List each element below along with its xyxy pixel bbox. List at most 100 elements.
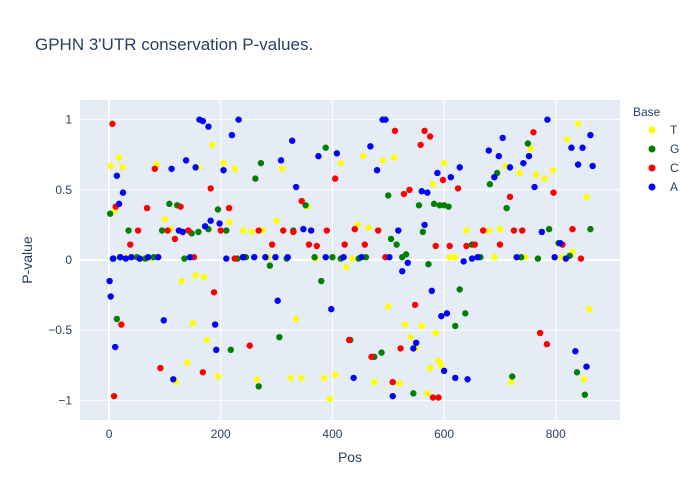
data-point[interactable] — [440, 367, 448, 375]
data-point[interactable] — [239, 227, 247, 234]
data-point[interactable] — [426, 133, 434, 140]
data-point[interactable] — [499, 134, 506, 142]
data-point[interactable] — [373, 166, 381, 174]
data-point[interactable] — [298, 197, 305, 205]
data-point[interactable] — [391, 127, 399, 135]
data-point[interactable] — [225, 204, 233, 212]
data-point[interactable] — [572, 348, 579, 355]
data-point[interactable] — [115, 154, 123, 161]
data-point[interactable] — [382, 116, 389, 123]
data-point[interactable] — [491, 173, 498, 181]
data-point[interactable] — [440, 159, 448, 167]
data-point[interactable] — [586, 305, 593, 313]
data-point[interactable] — [424, 390, 431, 397]
data-point[interactable] — [134, 227, 142, 234]
data-point[interactable] — [107, 162, 114, 170]
data-point[interactable] — [122, 255, 129, 262]
data-point[interactable] — [315, 152, 322, 160]
data-point[interactable] — [184, 359, 191, 366]
data-point[interactable] — [216, 220, 223, 227]
data-point[interactable] — [549, 166, 557, 174]
data-point[interactable] — [181, 255, 188, 262]
data-point[interactable] — [438, 312, 445, 320]
data-point[interactable] — [517, 253, 525, 261]
data-point[interactable] — [456, 286, 463, 293]
data-point[interactable] — [417, 141, 424, 149]
data-point[interactable] — [110, 392, 118, 400]
data-point[interactable] — [510, 227, 518, 234]
data-point[interactable] — [368, 353, 375, 361]
data-point[interactable] — [447, 173, 454, 181]
data-point[interactable] — [231, 165, 238, 172]
data-point[interactable] — [276, 333, 283, 341]
data-point[interactable] — [128, 253, 135, 261]
data-point[interactable] — [322, 253, 329, 261]
data-point[interactable] — [168, 165, 175, 172]
data-point[interactable] — [235, 116, 242, 123]
data-point[interactable] — [214, 206, 222, 213]
data-point[interactable] — [385, 303, 392, 310]
data-point[interactable] — [421, 221, 428, 229]
data-point[interactable] — [474, 253, 481, 261]
data-point[interactable] — [574, 120, 582, 128]
data-point[interactable] — [302, 202, 309, 209]
data-point[interactable] — [415, 202, 423, 209]
data-point[interactable] — [203, 336, 210, 344]
data-point[interactable] — [538, 228, 546, 236]
data-point[interactable] — [471, 241, 479, 248]
legend-item-T[interactable]: T — [648, 123, 679, 137]
data-point[interactable] — [185, 227, 192, 234]
data-point[interactable] — [329, 253, 336, 261]
data-point[interactable] — [205, 123, 212, 130]
data-point[interactable] — [192, 164, 199, 171]
data-point[interactable] — [429, 181, 437, 188]
data-point[interactable] — [143, 204, 151, 212]
data-point[interactable] — [332, 371, 339, 379]
data-point[interactable] — [118, 321, 125, 328]
data-point[interactable] — [541, 175, 548, 182]
data-point[interactable] — [151, 165, 159, 172]
data-point[interactable] — [452, 253, 459, 261]
data-point[interactable] — [345, 336, 353, 344]
data-point[interactable] — [166, 200, 173, 208]
data-point[interactable] — [340, 253, 347, 261]
data-point[interactable] — [496, 241, 504, 248]
data-point[interactable] — [326, 395, 333, 403]
data-point[interactable] — [406, 186, 413, 194]
data-point[interactable] — [551, 253, 558, 261]
data-point[interactable] — [164, 227, 171, 234]
data-point[interactable] — [583, 363, 590, 370]
data-point[interactable] — [367, 143, 374, 150]
data-point[interactable] — [395, 227, 402, 234]
data-point[interactable] — [404, 259, 411, 267]
data-point[interactable] — [387, 235, 395, 243]
data-point[interactable] — [520, 159, 527, 167]
data-point[interactable] — [589, 162, 596, 170]
data-point[interactable] — [318, 277, 325, 285]
data-point[interactable] — [231, 255, 238, 262]
data-point[interactable] — [519, 227, 526, 234]
data-point[interactable] — [412, 339, 420, 347]
data-point[interactable] — [115, 200, 123, 208]
data-point[interactable] — [454, 185, 462, 192]
data-point[interactable] — [161, 216, 169, 223]
data-point[interactable] — [581, 391, 589, 398]
data-point[interactable] — [209, 141, 216, 149]
data-point[interactable] — [389, 392, 396, 400]
data-point[interactable] — [189, 319, 197, 327]
data-point[interactable] — [435, 394, 442, 401]
data-point[interactable] — [378, 349, 385, 356]
data-point[interactable] — [443, 310, 451, 317]
data-point[interactable] — [375, 227, 382, 234]
data-point[interactable] — [214, 373, 222, 380]
data-point[interactable] — [253, 376, 261, 383]
data-point[interactable] — [274, 297, 281, 304]
data-point[interactable] — [359, 152, 367, 160]
data-point[interactable] — [418, 188, 425, 195]
data-point[interactable] — [573, 369, 581, 376]
data-point[interactable] — [117, 253, 124, 261]
data-point[interactable] — [424, 189, 431, 196]
data-point[interactable] — [421, 127, 428, 135]
data-point[interactable] — [192, 272, 199, 279]
